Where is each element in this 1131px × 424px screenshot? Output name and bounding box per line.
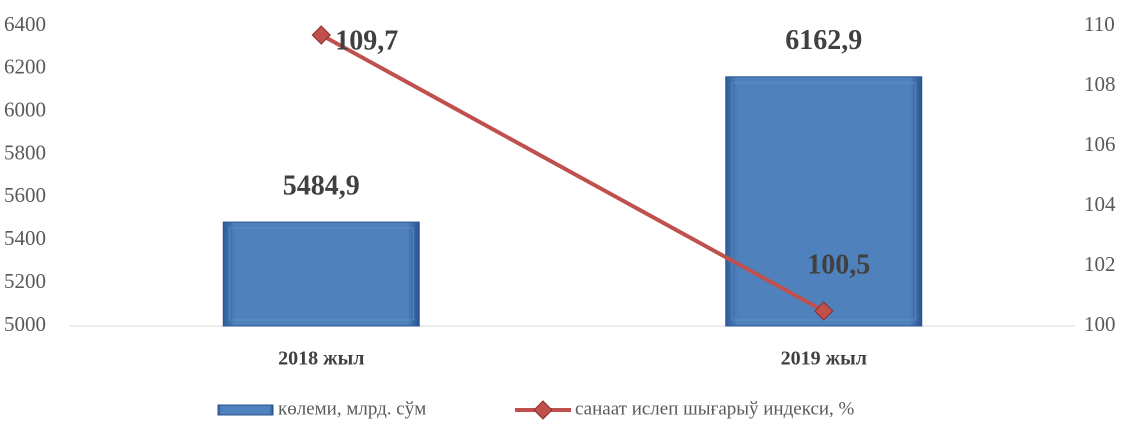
marker [814,301,834,321]
y2-tick-label: 100 [1084,312,1116,336]
legend-label: санаат ислеп шығарыў индекси, % [575,398,855,419]
y-tick-label: 5000 [4,312,46,336]
y-tick-label: 5400 [4,226,46,250]
y2-tick-label: 106 [1084,132,1116,156]
y-tick-label: 5600 [4,183,46,207]
y2-tick-label: 102 [1084,252,1116,276]
marker [311,25,331,45]
y-tick-label: 6000 [4,98,46,122]
y-tick-label: 5200 [4,269,46,293]
x-tick-label: 2019 жыл [781,348,867,370]
legend-label: көлеми, млрд. сўм [278,398,426,419]
data-label: 100,5 [807,249,870,280]
bar-bevel [228,227,414,321]
line [320,33,825,313]
bar [222,221,420,327]
y-tick-label: 5800 [4,140,46,164]
legend-swatch [217,404,274,416]
y-tick-label: 6200 [4,55,46,79]
y2-tick-label: 110 [1084,12,1115,36]
y-tick-label: 6400 [4,12,46,36]
data-label: 109,7 [335,25,398,56]
data-label: 5484,9 [283,171,360,202]
data-label: 6162,9 [785,25,862,56]
y2-tick-label: 108 [1084,72,1116,96]
legend-marker [533,400,553,420]
x-tick-label: 2018 жыл [278,348,364,370]
bar [725,76,923,327]
y2-tick-label: 104 [1084,192,1116,216]
